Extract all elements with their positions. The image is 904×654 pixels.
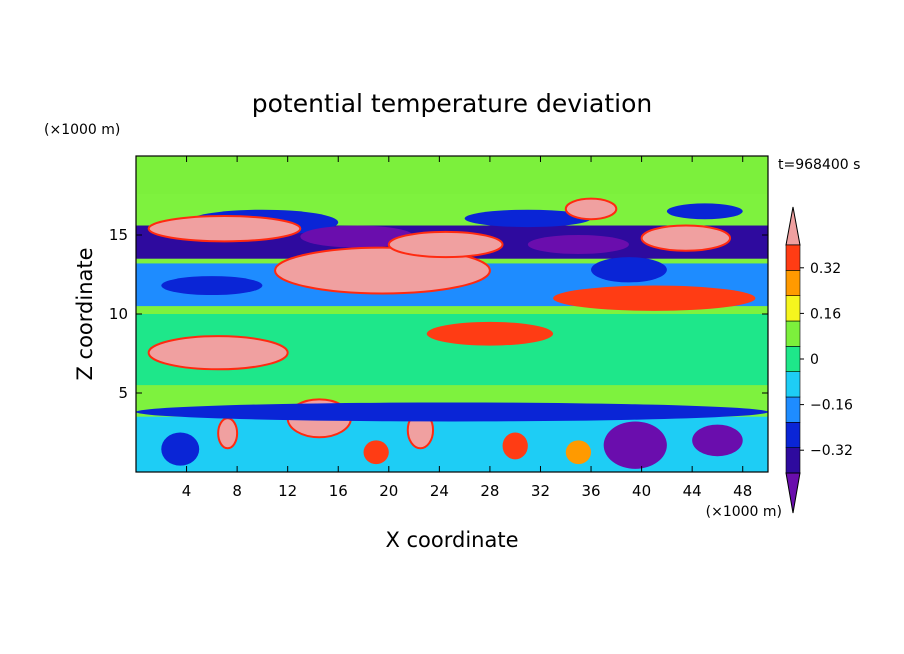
field-cell-10 (161, 276, 263, 296)
x-tick-label: 36 (581, 482, 600, 500)
colorbar-segment (785, 396, 801, 423)
colorbar-tick-label: −0.32 (810, 443, 853, 459)
x-tick-label: 48 (733, 482, 752, 500)
colorbar-tick-label: 0.32 (810, 261, 841, 277)
field-cell-16 (640, 224, 732, 252)
field-cell-29 (565, 440, 592, 465)
x-tick-label: 20 (379, 482, 398, 500)
colorbar-segment (785, 371, 801, 398)
field-cell-7 (464, 209, 592, 228)
field-cell-22 (217, 417, 239, 450)
x-unit-label: (×1000 m) (706, 504, 782, 520)
x-tick-label: 28 (480, 482, 499, 500)
field-band-0 (136, 156, 768, 194)
field-cell-14 (387, 230, 504, 259)
field-cell-19 (426, 321, 554, 346)
plot-area (136, 156, 768, 472)
colorbar-tick-label: −0.16 (810, 398, 853, 414)
field-cell-18 (147, 335, 289, 371)
x-tick-label: 44 (683, 482, 702, 500)
colorbar-segment (785, 295, 801, 322)
field-cell-11 (591, 257, 667, 283)
y-axis: 5 10 15 (109, 226, 768, 402)
y-unit-label: (×1000 m) (44, 122, 120, 138)
colorbar-segment (785, 447, 801, 474)
colorbar-min-arrow (785, 472, 801, 514)
x-tick-label: 32 (531, 482, 550, 500)
field-cell-6 (300, 225, 415, 248)
field-cell-8 (527, 235, 629, 254)
field-cell-27 (363, 440, 389, 465)
y-tick-label: 5 (118, 384, 128, 402)
time-label: t=968400 s (778, 157, 860, 173)
x-tick-label: 16 (329, 482, 348, 500)
field-cell-23 (136, 402, 768, 422)
field-cell-9 (666, 203, 743, 220)
colorbar-segment (785, 320, 801, 347)
colorbar: 0.32 0.16 0 −0.16 −0.32 (785, 206, 853, 514)
field-cell-17 (553, 285, 756, 311)
colorbar-tick-label: 0 (810, 352, 819, 368)
colorbar-segment (785, 346, 801, 372)
colorbar-segment (785, 270, 801, 296)
x-tick-label: 24 (430, 482, 449, 500)
field-cell-24 (603, 421, 667, 469)
y-axis-title: Z coordinate (73, 247, 97, 380)
field-cell-26 (161, 432, 200, 466)
x-tick-label: 8 (232, 482, 242, 500)
x-tick-label: 12 (278, 482, 297, 500)
y-tick-label: 15 (109, 226, 128, 244)
colorbar-max-arrow (785, 206, 801, 246)
field-cell-12 (147, 215, 302, 243)
x-axis: 4 8 12 16 20 24 28 32 36 40 44 48 (182, 156, 752, 500)
colorbar-segment (785, 244, 801, 271)
x-tick-label: 4 (182, 482, 192, 500)
field-cell-15 (564, 197, 618, 221)
y-tick-label: 10 (109, 305, 128, 323)
colorbar-segment (785, 422, 801, 448)
x-tick-label: 40 (632, 482, 651, 500)
field-cell-13 (274, 246, 491, 295)
colorbar-tick-label: 0.16 (810, 306, 841, 322)
field-cell-28 (502, 432, 528, 460)
x-axis-title: X coordinate (385, 528, 518, 552)
field-cell-25 (692, 424, 743, 457)
chart-title: potential temperature deviation (252, 89, 652, 118)
